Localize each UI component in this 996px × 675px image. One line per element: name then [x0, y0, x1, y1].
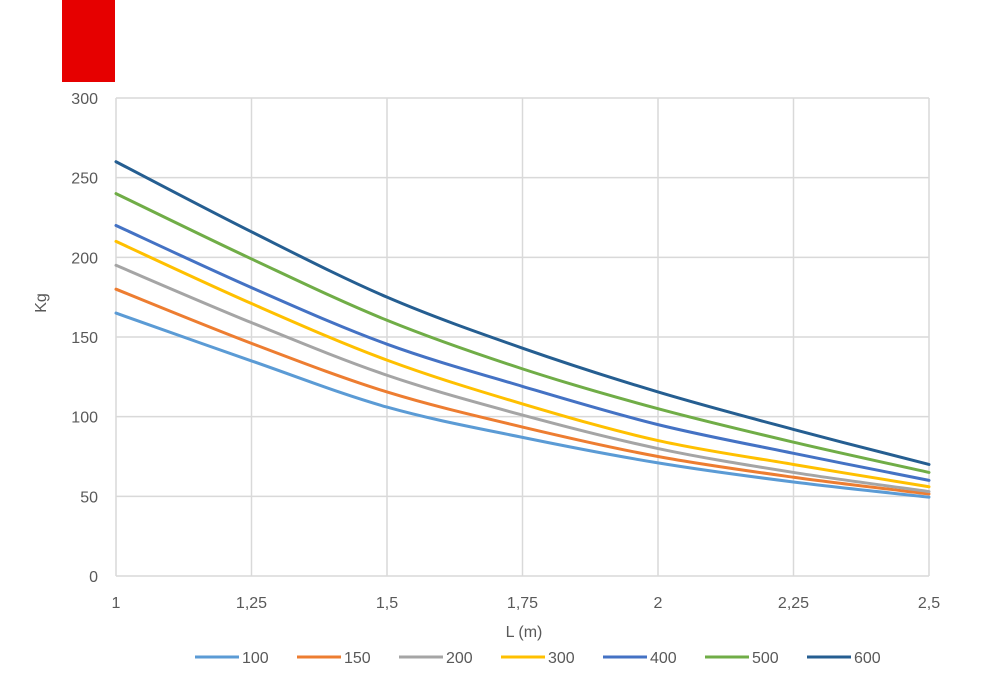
legend-label: 500 — [752, 650, 779, 667]
y-tick-label: 200 — [71, 250, 98, 267]
legend-label: 200 — [446, 650, 473, 667]
legend-label: 100 — [242, 650, 269, 667]
x-tick-label: 1,25 — [236, 595, 267, 612]
x-tick-label: 2 — [654, 595, 663, 612]
legend: 100 150 200 300 400 500 600 — [195, 650, 881, 667]
x-tick-label: 2,5 — [918, 595, 940, 612]
legend-label: 300 — [548, 650, 575, 667]
y-tick-label: 150 — [71, 330, 98, 347]
x-axis-label: L (m) — [506, 624, 543, 641]
series-lines — [114, 160, 931, 499]
x-tick-label: 2,25 — [778, 595, 809, 612]
y-tick-label: 250 — [71, 171, 98, 188]
series-line-600 — [114, 160, 931, 466]
grid — [115, 97, 930, 577]
y-axis-label: Kg — [33, 293, 50, 313]
red-logo-block — [62, 0, 115, 82]
series-line-400 — [114, 223, 931, 482]
legend-label: 150 — [344, 650, 371, 667]
series-line-100 — [114, 311, 931, 499]
legend-item-100[interactable]: 100 — [195, 650, 269, 667]
legend-item-400[interactable]: 400 — [603, 650, 677, 667]
legend-item-600[interactable]: 600 — [807, 650, 881, 667]
series-line-300 — [114, 239, 931, 489]
series-line-500 — [114, 192, 931, 474]
x-tick-label: 1,75 — [507, 595, 538, 612]
tick-labels: 0 50 100 150 200 250 300 1 1,25 1,5 1,75 2 2,25 2,5 — [71, 91, 940, 612]
legend-item-200[interactable]: 200 — [399, 650, 473, 667]
legend-item-150[interactable]: 150 — [297, 650, 371, 667]
y-tick-label: 100 — [71, 410, 98, 427]
x-tick-label: 1 — [112, 595, 121, 612]
legend-item-300[interactable]: 300 — [501, 650, 575, 667]
legend-label: 400 — [650, 650, 677, 667]
series-line-200 — [114, 263, 931, 494]
legend-item-500[interactable]: 500 — [705, 650, 779, 667]
y-tick-label: 50 — [80, 489, 98, 506]
series-line-150 — [114, 287, 931, 496]
y-tick-label: 300 — [71, 91, 98, 108]
x-tick-label: 1,5 — [376, 595, 398, 612]
y-tick-label: 0 — [89, 569, 98, 586]
legend-label: 600 — [854, 650, 881, 667]
